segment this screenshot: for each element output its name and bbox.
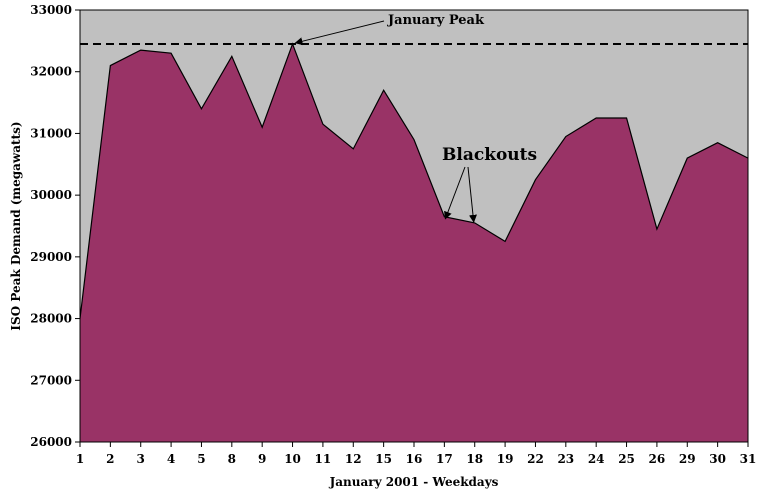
x-tick-label: 12: [345, 452, 362, 466]
x-tick-label: 8: [228, 452, 236, 466]
x-tick-label: 31: [740, 452, 757, 466]
january-peak-arrow: [294, 20, 385, 46]
x-tick-label: 1: [76, 452, 84, 466]
x-tick-label: 22: [527, 452, 544, 466]
area-outline: [79, 42, 749, 319]
y-tick-label: 32000: [30, 65, 72, 79]
x-tick-label: 2: [106, 452, 114, 466]
x-tick-label: 15: [375, 452, 392, 466]
x-tick-label: 29: [679, 452, 696, 466]
y-tick-label: 30000: [30, 188, 72, 202]
x-axis-title: January 2001 - Weekdays: [329, 475, 499, 489]
x-axis: 1 2 3 4 5 8 9 10 11 12 15 16 17 18 19 22 23 24 25 26 29 30 31: [76, 441, 757, 466]
area-fill: [80, 43, 748, 442]
x-tick-label: 5: [197, 452, 205, 466]
blackout-arrow: [444, 166, 466, 220]
x-tick-label: 25: [618, 452, 635, 466]
annotations: January Peak Blackouts: [294, 13, 537, 223]
blackout-arrow: [467, 166, 477, 223]
x-tick-label: 30: [709, 452, 726, 466]
y-tick-label: 27000: [30, 373, 72, 387]
y-tick-label: 33000: [30, 3, 72, 17]
x-tick-label: 4: [167, 452, 175, 466]
y-tick-label: 28000: [30, 312, 72, 326]
x-tick-label: 18: [466, 452, 483, 466]
y-axis: 26000 27000 28000 29000 30000 31000 32000 33000: [30, 3, 81, 449]
x-tick-label: 17: [436, 452, 453, 466]
x-tick-label: 24: [588, 452, 605, 466]
x-tick-label: 11: [315, 452, 332, 466]
january-peak-label: January Peak: [387, 13, 485, 28]
x-tick-label: 9: [258, 452, 266, 466]
x-tick-label: 19: [497, 452, 514, 466]
y-tick-label: 29000: [30, 250, 72, 264]
x-tick-label: 3: [137, 452, 145, 466]
blackouts-label: Blackouts: [442, 145, 537, 165]
x-tick-label: 23: [557, 452, 574, 466]
x-tick-label: 26: [649, 452, 666, 466]
x-tick-label: 16: [406, 452, 423, 466]
y-tick-label: 26000: [30, 435, 72, 449]
y-axis-title: ISO Peak Demand (megawatts): [9, 121, 23, 330]
y-tick-label: 31000: [30, 126, 72, 140]
x-tick-label: 10: [284, 452, 301, 466]
